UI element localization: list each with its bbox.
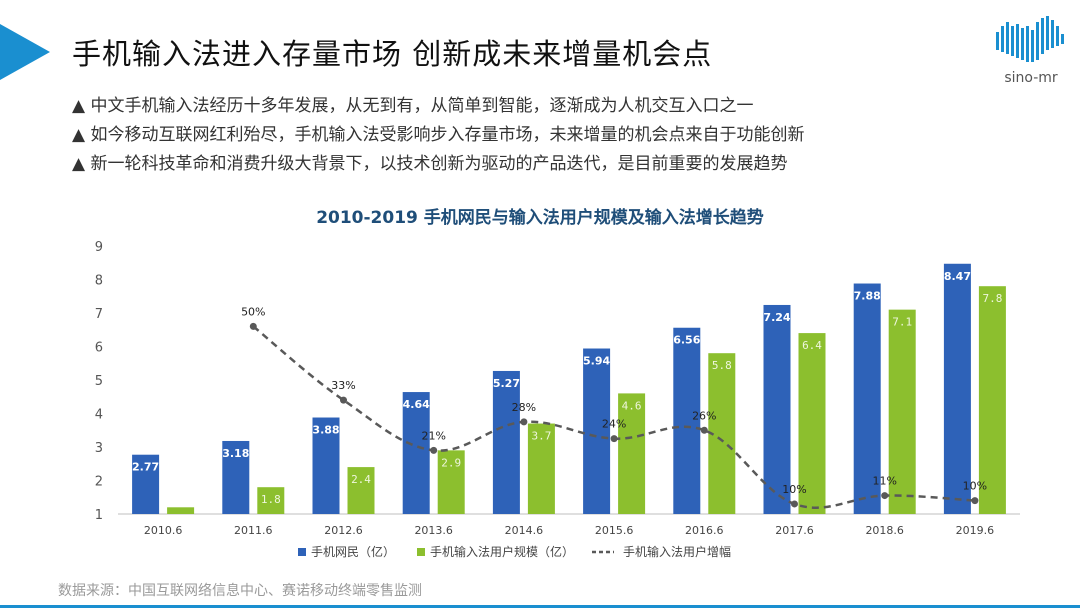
y-tick-label: 4 xyxy=(95,408,103,423)
y-tick-label: 5 xyxy=(95,374,103,389)
y-tick-label: 6 xyxy=(95,341,103,356)
chart-title: 2010-2019 手机网民与输入法用户规模及输入法增长趋势 xyxy=(316,208,764,228)
y-tick-label: 3 xyxy=(95,441,103,456)
slide-title: 手机输入法进入存量市场 创新成未来增量机会点 xyxy=(72,37,713,71)
bar-value-label: 4.6 xyxy=(622,399,642,412)
bar-value-label: 6.56 xyxy=(673,334,700,347)
bullet-item: ▲ 新一轮科技革命和消费升级大背景下，以技术创新为驱动的产品迭代，是目前重要的发… xyxy=(72,154,788,174)
bar-value-label: 2.9 xyxy=(441,456,461,469)
sino-mr-logo: sino-mr xyxy=(996,16,1064,86)
bar-mobile-netizens xyxy=(943,263,971,514)
bar-ime-users xyxy=(618,393,646,514)
growth-point xyxy=(520,418,528,426)
bar-value-label: 3.88 xyxy=(312,424,339,437)
bar-value-label: 5.8 xyxy=(712,359,732,372)
x-tick-label: 2015.6 xyxy=(595,524,634,537)
bar-ime-users xyxy=(527,423,555,514)
bar-value-label: 2.77 xyxy=(132,461,159,474)
bar-mobile-netizens xyxy=(853,283,881,514)
growth-value-label: 11% xyxy=(872,475,896,488)
x-tick-label: 2016.6 xyxy=(685,524,724,537)
bar-value-label: 7.1 xyxy=(892,316,912,329)
bar-mobile-netizens xyxy=(222,440,250,514)
bar-ime-users xyxy=(888,309,916,514)
y-tick-label: 8 xyxy=(95,274,103,289)
growth-value-label: 24% xyxy=(602,418,626,431)
growth-value-label: 10% xyxy=(782,483,806,496)
bar-value-label: 3.18 xyxy=(222,447,249,460)
x-tick-label: 2010.6 xyxy=(144,524,183,537)
bar-mobile-netizens xyxy=(763,304,791,514)
bar-mobile-netizens xyxy=(402,392,430,514)
growth-point xyxy=(249,322,257,330)
y-tick-label: 1 xyxy=(95,508,103,523)
bullet-item: ▲ 如今移动互联网红利殆尽，手机输入法受影响步入存量市场，未来增量的机会点来自于… xyxy=(72,125,805,145)
bar-ime-users xyxy=(167,507,195,514)
bar-ime-users xyxy=(257,487,285,514)
bar-mobile-netizens xyxy=(492,370,520,514)
growth-value-label: 50% xyxy=(241,305,265,318)
x-tick-label: 2012.6 xyxy=(324,524,363,537)
growth-point xyxy=(430,446,438,454)
x-tick-label: 2013.6 xyxy=(414,524,453,537)
bar-ime-users xyxy=(798,333,826,514)
bar-value-label: 1.8 xyxy=(261,493,281,506)
bar-ime-users xyxy=(437,450,465,514)
bar-value-label: 4.64 xyxy=(403,398,430,411)
bar-value-label: 2.4 xyxy=(351,473,371,486)
legend-label: 手机输入法用户规模（亿） xyxy=(430,544,574,559)
growth-point xyxy=(340,396,347,404)
growth-point xyxy=(881,492,889,500)
bar-value-label: 3.7 xyxy=(531,430,551,443)
bar-value-label: 6.4 xyxy=(802,339,822,352)
svg-text:sino-mr: sino-mr xyxy=(1004,70,1058,86)
growth-value-label: 33% xyxy=(331,379,355,392)
bar-value-label: 5.27 xyxy=(493,377,520,390)
bar-ime-users xyxy=(978,286,1006,514)
bar-ime-users xyxy=(347,467,375,514)
legend-label: 手机网民（亿） xyxy=(311,544,395,559)
bar-value-label: 7.8 xyxy=(982,292,1002,305)
bullet-item: ▲ 中文手机输入法经历十多年发展，从无到有，从简单到智能，逐渐成为人机交互入口之… xyxy=(72,96,754,116)
bar-mobile-netizens xyxy=(673,327,701,514)
x-tick-label: 2017.6 xyxy=(775,524,814,537)
data-source-note: 数据来源：中国互联网络信息中心、赛诺移动终端零售监测 xyxy=(58,583,422,599)
legend-swatch xyxy=(417,548,425,556)
bar-value-label: 7.88 xyxy=(854,290,881,303)
x-tick-label: 2014.6 xyxy=(505,524,544,537)
growth-value-label: 26% xyxy=(692,409,716,422)
growth-point xyxy=(971,497,979,505)
x-tick-label: 2019.6 xyxy=(956,524,995,537)
title-arrow-decoration xyxy=(0,24,50,80)
bar-mobile-netizens xyxy=(312,417,340,514)
legend-swatch xyxy=(298,548,306,556)
y-tick-label: 2 xyxy=(95,475,103,490)
bar-value-label: 7.24 xyxy=(763,311,790,324)
growth-point xyxy=(700,426,708,434)
bottom-accent-line xyxy=(0,605,1080,608)
growth-value-label: 10% xyxy=(963,480,987,493)
bar-value-label: 8.47 xyxy=(944,270,971,283)
x-tick-label: 2011.6 xyxy=(234,524,273,537)
y-tick-label: 9 xyxy=(95,240,103,255)
y-tick-label: 7 xyxy=(95,307,103,322)
growth-value-label: 21% xyxy=(421,429,445,442)
bar-mobile-netizens xyxy=(132,454,160,514)
bar-value-label: 5.94 xyxy=(583,355,610,368)
bar-mobile-netizens xyxy=(583,348,611,514)
legend-label: 手机输入法用户增幅 xyxy=(623,544,731,559)
chart-area: 1 2 3 4 5 6 7 8 9 2.77 3.18 3.88 4.64 5.27 5.94 6.56 7.2… xyxy=(95,240,1020,559)
bullet-list: ▲ 中文手机输入法经历十多年发展，从无到有，从简单到智能，逐渐成为人机交互入口之… xyxy=(72,92,804,179)
x-tick-label: 2018.6 xyxy=(865,524,904,537)
growth-point xyxy=(791,500,798,508)
growth-value-label: 28% xyxy=(512,401,536,414)
growth-point xyxy=(610,435,618,443)
